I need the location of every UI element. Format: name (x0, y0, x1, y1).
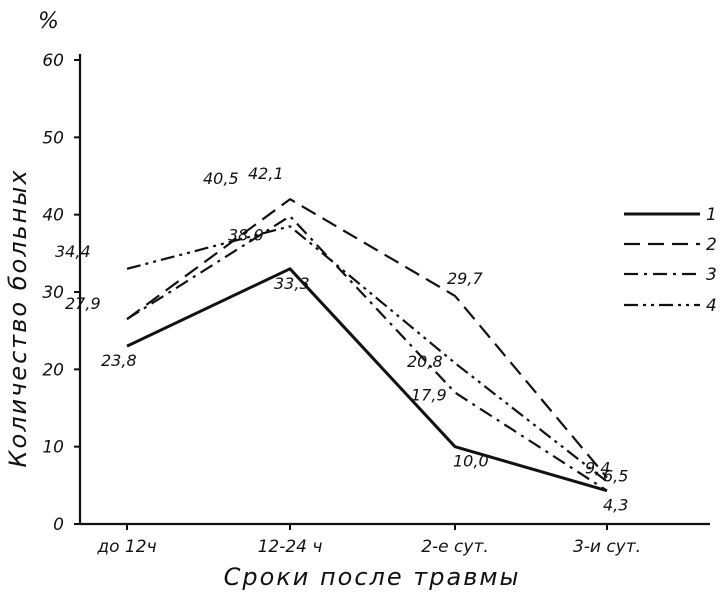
series-line-2 (126, 198, 608, 479)
series-lines (126, 198, 608, 493)
data-labels: 40,5 23,8 33,3 10,0 4,3 27,9 42,1 29,7 9,4 17,9 3… (55, 164, 628, 515)
x-axis-title: Сроки после травмы (224, 563, 521, 591)
legend-label: 1 (706, 205, 717, 225)
y-axis-title: Количество больных (4, 168, 32, 467)
data-label: 9,4 (585, 459, 610, 478)
series-line-3 (126, 215, 608, 492)
data-label: 38,0 (228, 225, 264, 244)
axes: % Количество больных Сроки после травмы (4, 9, 710, 591)
legend-label: 2 (706, 235, 717, 255)
y-tick-label: 40 (42, 206, 64, 226)
y-tick-label: 20 (42, 360, 64, 380)
y-tick-label: 30 (42, 283, 64, 303)
data-label: 4,3 (603, 496, 628, 515)
data-label: 23,8 (101, 351, 137, 370)
y-tick-label: 10 (42, 438, 64, 458)
data-label: 33,3 (274, 274, 310, 293)
x-tick-label: 12-24 ч (258, 537, 323, 557)
x-tick-label: 2-е сут. (421, 537, 489, 557)
annotation-label: 40,5 (203, 169, 239, 188)
x-tick-label: 3-и сут. (573, 537, 641, 557)
data-label: 6,5 (603, 466, 628, 485)
y-tick-label: 0 (53, 515, 64, 535)
data-label: 10,0 (453, 452, 489, 471)
data-label: 27,9 (65, 294, 101, 313)
data-label: 34,4 (55, 242, 91, 261)
y-tick-label: 60 (42, 51, 64, 71)
legend: 1 2 3 4 (624, 205, 717, 316)
y-ticks: 0 10 20 30 40 50 60 (42, 51, 80, 535)
legend-label: 4 (706, 296, 717, 316)
data-label: 42,1 (248, 164, 284, 183)
data-label: 17,9 (411, 386, 447, 405)
y-tick-label: 50 (42, 128, 64, 148)
data-label: 20,8 (407, 352, 443, 371)
legend-label: 3 (706, 265, 717, 285)
x-ticks: до 12ч 12-24 ч 2-е сут. 3-и сут. (96, 524, 641, 557)
y-unit-label: % (38, 9, 59, 34)
data-label: 29,7 (447, 269, 483, 288)
series-line-1 (126, 267, 608, 493)
x-tick-label: до 12ч (96, 537, 156, 557)
